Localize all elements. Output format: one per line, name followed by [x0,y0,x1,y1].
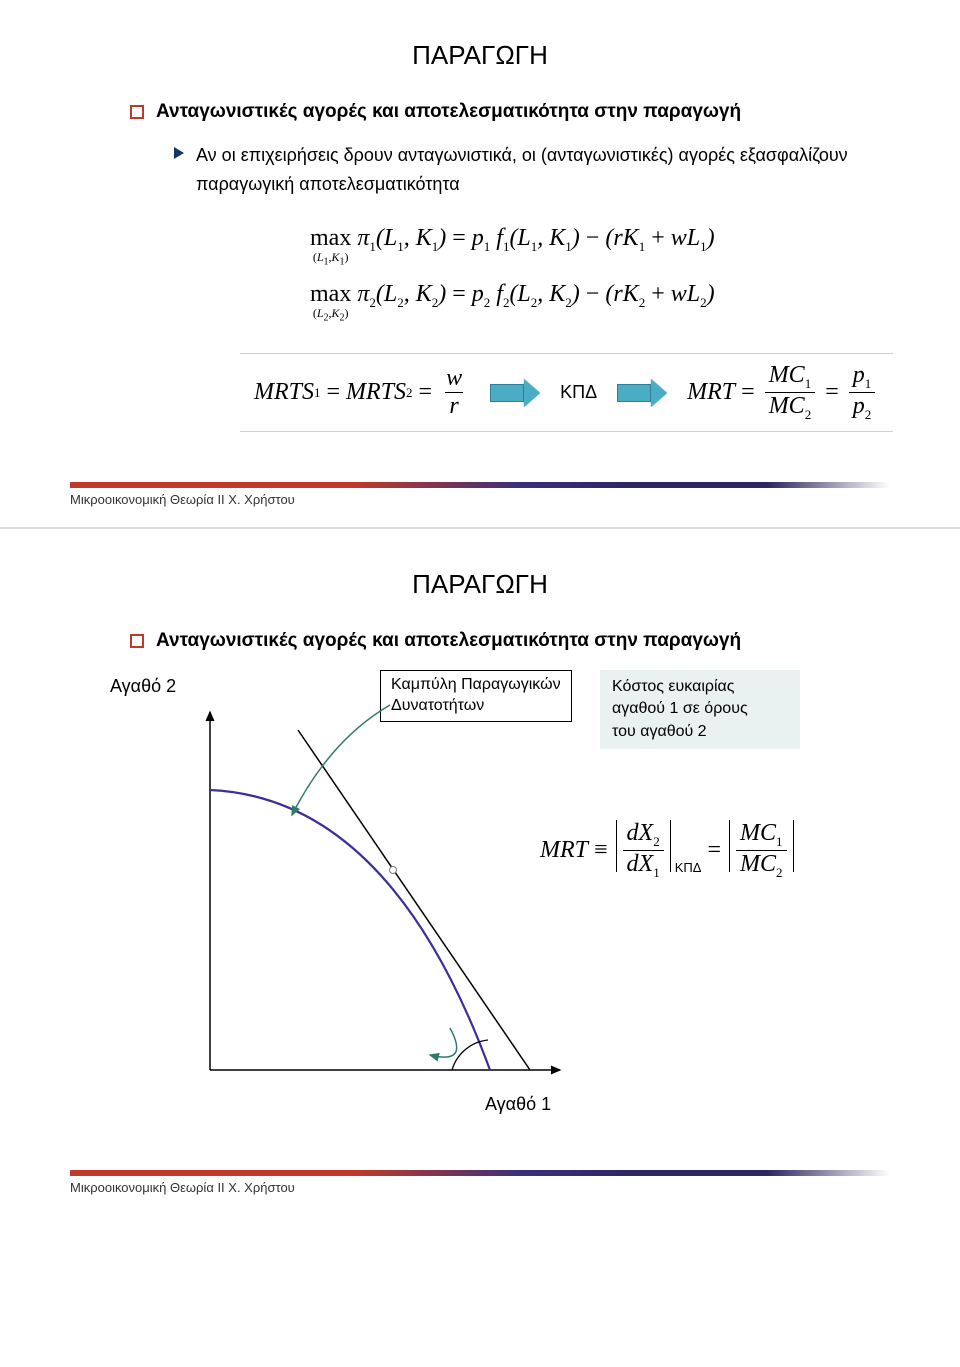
slide-2: ΠΑΡΑΓΩΓΗ Ανταγωνιστικές αγορές και αποτε… [0,529,960,1215]
square-bullet-icon [130,634,144,648]
main-bullet-row: Ανταγωνιστικές αγορές και αποτελεσματικό… [130,630,880,652]
arrow-icon [617,379,667,407]
main-bullet-row: Ανταγωνιστικές αγορές και αποτελεσματικό… [130,101,880,123]
opp-line-2: αγαθού 1 σε όρους [612,700,748,717]
kpd-subscript: ΚΠΔ [675,860,702,881]
eq-max-2: max (L2,K2) π2(L2, K2) = p2 f2(L2, K2) −… [310,281,880,323]
footer: Μικροοικονομική Θεωρία ΙΙ Χ. Χρήστου [70,1170,890,1195]
mrt-equation: MRT = MC1 MC2 = p1 p2 [687,362,879,423]
opp-line-1: Κόστος ευκαιρίας [612,678,735,695]
footer-gradient-bar [70,482,890,488]
content-section: Ανταγωνιστικές αγορές και αποτελεσματικό… [130,101,880,432]
footer-text: Μικροοικονομική Θεωρία ΙΙ Χ. Χρήστου [70,1180,890,1195]
main-bullet-text: Ανταγωνιστικές αγορές και αποτελεσματικό… [156,101,741,123]
sub-bullet-text: Αν οι επιχειρήσεις δρουν ανταγωνιστικά, … [196,141,880,199]
arrow-icon [490,379,540,407]
kpd-label: ΚΠΔ [560,382,597,403]
eq-max-1: max (L1,K1) π1(L1, K1) = p1 f1(L1, K1) −… [310,225,880,267]
mrts-equation: MRTS1 = MRTS2 = w r [254,365,470,420]
footer-text: Μικροοικονομική Θεωρία ΙΙ Χ. Χρήστου [70,492,890,507]
footer: Μικροοικονομική Θεωρία ΙΙ Χ. Χρήστου [70,482,890,507]
slide-title: ΠΑΡΑΓΩΓΗ [0,569,960,600]
y-axis-label: Αγαθό 2 [110,676,176,697]
content-section: Ανταγωνιστικές αγορές και αποτελεσματικό… [130,630,880,652]
slide-1: ΠΑΡΑΓΩΓΗ Ανταγωνιστικές αγορές και αποτε… [0,0,960,527]
legend-line-1: Καμπύλη Παραγωγικών [391,676,561,693]
mrt-definition-equation: MRT ≡ dX2 dX1 ΚΠΔ = MC1 MC2 [540,820,796,881]
main-bullet-text: Ανταγωνιστικές αγορές και αποτελεσματικό… [156,630,741,652]
sub-bullet-row: Αν οι επιχειρήσεις δρουν ανταγωνιστικά, … [174,141,880,199]
result-row: MRTS1 = MRTS2 = w r ΚΠΔ MRT = MC1 MC2 = [240,353,893,432]
ppf-diagram-svg [190,700,570,1100]
triangle-bullet-icon [174,147,184,159]
opp-line-3: του αγαθού 2 [612,723,707,740]
footer-gradient-bar [70,1170,890,1176]
optimization-equations: max (L1,K1) π1(L1, K1) = p1 f1(L1, K1) −… [310,225,880,324]
opportunity-cost-box: Κόστος ευκαιρίας αγαθού 1 σε όρους του α… [600,670,800,749]
square-bullet-icon [130,105,144,119]
slide-title: ΠΑΡΑΓΩΓΗ [0,40,960,71]
x-axis-label: Αγαθό 1 [485,1094,551,1115]
ppf-chart: Αγαθό 2 Καμπύλη Παραγωγικών Δυνατοτήτων … [110,670,830,1130]
